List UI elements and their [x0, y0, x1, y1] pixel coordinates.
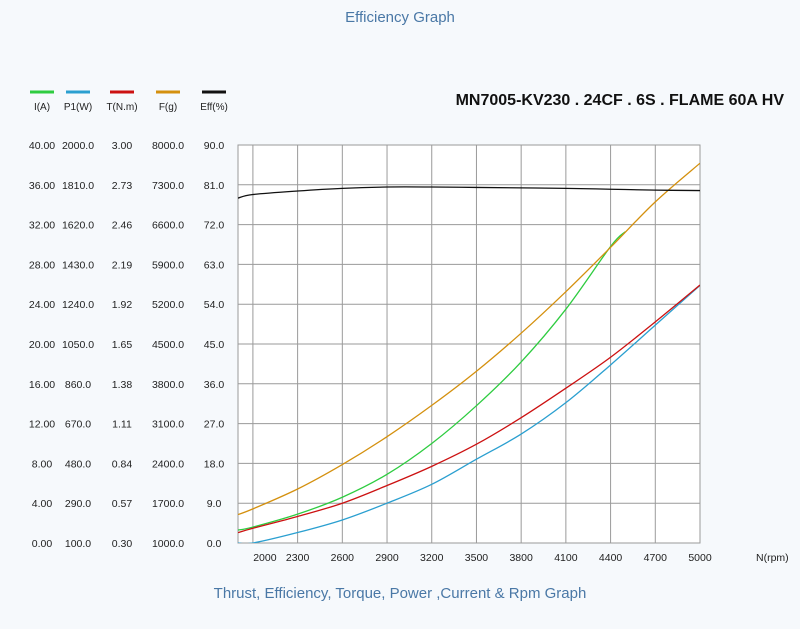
y-tick-label: 63.0 [204, 259, 225, 271]
legend-label: I(A) [34, 102, 50, 113]
y-tick-label: 1430.0 [62, 259, 94, 271]
y-tick-label: 16.00 [29, 379, 55, 391]
legend: I(A) P1(W) T(N.m) F(g) Eff(%) [30, 90, 228, 113]
chart-title: Efficiency Graph [345, 9, 455, 26]
x-tick-label: 3800 [509, 552, 533, 564]
y-tick-label: 36.0 [204, 379, 225, 391]
legend-label: P1(W) [64, 102, 92, 113]
y-tick-label: 1240.0 [62, 299, 94, 311]
x-tick-label: 4100 [554, 552, 578, 564]
y-tick-label: 290.0 [65, 498, 91, 510]
legend-label: Eff(%) [200, 102, 228, 113]
y-tick-label: 32.00 [29, 220, 55, 232]
y-tick-label: 28.00 [29, 259, 55, 271]
y-tick-label: 1.92 [112, 299, 133, 311]
y-tick-label: 1.11 [112, 419, 132, 431]
series-line [238, 284, 700, 534]
y-tick-label: 5900.0 [152, 259, 184, 271]
y-tick-label: 54.0 [204, 299, 225, 311]
y-tick-label: 480.0 [65, 458, 91, 470]
y-tick-label: 12.00 [29, 419, 55, 431]
series-line [238, 162, 700, 516]
y-tick-label: 100.0 [65, 538, 91, 550]
chart-caption: Thrust, Efficiency, Torque, Power ,Curre… [214, 585, 587, 602]
x-tick-label: 2900 [375, 552, 399, 564]
y-tick-label: 81.0 [204, 180, 225, 192]
y-tick-label: 2.46 [112, 220, 133, 232]
x-axis-label: N(rpm) [756, 552, 789, 564]
y-tick-label: 860.0 [65, 379, 91, 391]
y-tick-label: 90.0 [204, 140, 225, 152]
x-tick-label: 3500 [465, 552, 489, 564]
y-tick-label: 6600.0 [152, 220, 184, 232]
y-tick-label: 2000.0 [62, 140, 94, 152]
y-tick-label: 0.84 [112, 458, 133, 470]
y-tick-label: 2.73 [112, 180, 133, 192]
y-tick-label: 9.0 [207, 498, 222, 510]
series-line [238, 284, 700, 543]
x-axis-ticks: 2000 2300 2600 2900 3200 3500 3800 4100 4400 4700… [253, 552, 712, 564]
y-tick-label: 72.0 [204, 220, 225, 232]
y-tick-label: 8.00 [32, 458, 53, 470]
legend-label: T(N.m) [106, 102, 137, 113]
legend-label: F(g) [159, 102, 177, 113]
series-line [238, 186, 700, 199]
y-tick-label: 18.0 [204, 458, 225, 470]
y-tick-label: 0.30 [112, 538, 133, 550]
series-lines [238, 162, 700, 543]
y-tick-label: 0.0 [207, 538, 222, 550]
y-tick-label: 1620.0 [62, 220, 94, 232]
y-tick-label: 0.00 [32, 538, 53, 550]
y-tick-label: 24.00 [29, 299, 55, 311]
series-line [238, 231, 626, 531]
y-tick-label: 45.0 [204, 339, 225, 351]
y-tick-label: 670.0 [65, 419, 91, 431]
x-tick-label: 2000 [253, 552, 277, 564]
y-tick-label: 1.65 [112, 339, 133, 351]
y-tick-label: 20.00 [29, 339, 55, 351]
y-tick-label: 8000.0 [152, 140, 184, 152]
x-tick-label: 2600 [331, 552, 355, 564]
y-tick-label: 1050.0 [62, 339, 94, 351]
y-tick-label: 3100.0 [152, 419, 184, 431]
y-tick-label: 7300.0 [152, 180, 184, 192]
y-tick-label: 5200.0 [152, 299, 184, 311]
x-tick-label: 2300 [286, 552, 310, 564]
x-tick-label: 5000 [688, 552, 712, 564]
y-tick-label: 40.00 [29, 140, 55, 152]
y-tick-label: 4500.0 [152, 339, 184, 351]
x-tick-label: 3200 [420, 552, 444, 564]
y-tick-label: 36.00 [29, 180, 55, 192]
y-tick-label: 1810.0 [62, 180, 94, 192]
y-tick-label: 2.19 [112, 259, 133, 271]
y-tick-label: 27.0 [204, 419, 225, 431]
y-tick-label: 0.57 [112, 498, 133, 510]
y-tick-label: 1.38 [112, 379, 133, 391]
y-tick-label: 3.00 [112, 140, 133, 152]
y-tick-label: 3800.0 [152, 379, 184, 391]
x-tick-label: 4700 [644, 552, 668, 564]
y-axes-ticks: 0.00 4.00 8.00 12.00 16.00 20.00 24.00 28.00 32.… [29, 140, 225, 550]
y-tick-label: 1700.0 [152, 498, 184, 510]
motor-model-label: MN7005-KV230 . 24CF . 6S . FLAME 60A HV [456, 92, 785, 109]
y-tick-label: 4.00 [32, 498, 53, 510]
x-tick-label: 4400 [599, 552, 623, 564]
y-tick-label: 1000.0 [152, 538, 184, 550]
y-tick-label: 2400.0 [152, 458, 184, 470]
